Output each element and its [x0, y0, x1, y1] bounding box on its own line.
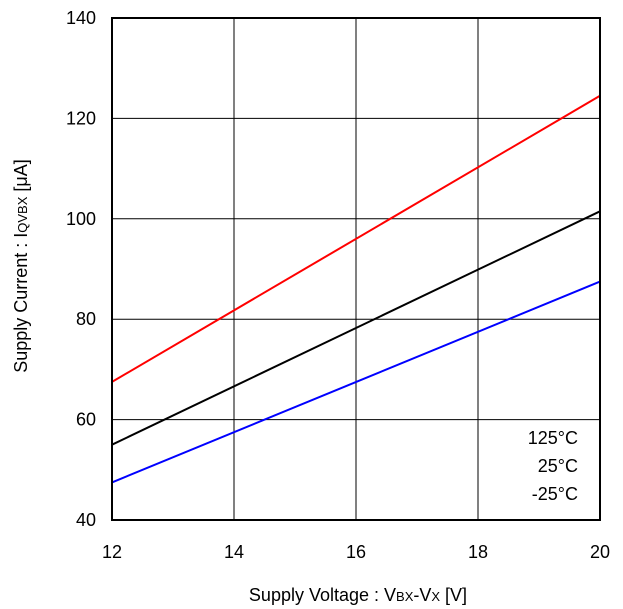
- y-tick-label: 40: [76, 510, 96, 530]
- legend-entry: -25°C: [532, 484, 578, 504]
- series-line-1: [111, 210, 601, 446]
- x-tick-label: 20: [590, 542, 610, 562]
- y-tick-label: 100: [66, 209, 96, 229]
- y-tick-label: 80: [76, 309, 96, 329]
- tick-labels: 12 14 16 18 20 40 60 80 100 120 140: [66, 8, 610, 562]
- series-line-2: [111, 280, 601, 484]
- x-tick-label: 18: [468, 542, 488, 562]
- legend-entry: 25°C: [538, 456, 578, 476]
- y-tick-label: 120: [66, 108, 96, 128]
- x-tick-label: 12: [102, 542, 122, 562]
- series-lines: [111, 94, 601, 484]
- y-tick-label: 140: [66, 8, 96, 28]
- plot-frame: [111, 17, 601, 521]
- series-line-0: [111, 94, 601, 383]
- y-tick-label: 60: [76, 410, 96, 430]
- x-axis-label: Supply Voltage : VBX-VX [V]: [249, 585, 467, 605]
- y-axis-label: Supply Current : IQVBX [μA]: [11, 159, 31, 373]
- x-tick-label: 14: [224, 542, 244, 562]
- x-tick-label: 16: [346, 542, 366, 562]
- legend-entry: 125°C: [528, 428, 578, 448]
- legend: 125°C 25°C -25°C: [528, 428, 578, 504]
